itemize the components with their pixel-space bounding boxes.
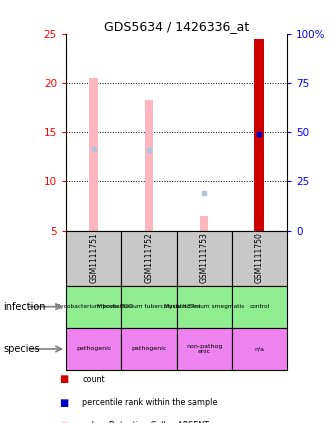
Text: pathogenic: pathogenic [76,346,111,352]
Bar [177,231,232,286]
Bar [121,328,177,370]
Bar [200,216,208,231]
Bar [254,39,264,231]
Text: Mycobacterium smegmatis: Mycobacterium smegmatis [164,304,244,309]
Text: count: count [82,375,105,384]
Bar [121,231,177,286]
Text: Mycobacterium tuberculosis H37ra: Mycobacterium tuberculosis H37ra [97,304,201,309]
Bar [66,286,121,328]
Text: non-pathog
enic: non-pathog enic [186,343,222,354]
Bar [145,100,153,231]
Title: GDS5634 / 1426336_at: GDS5634 / 1426336_at [104,20,249,33]
Text: Mycobacterium bovis BCG: Mycobacterium bovis BCG [55,304,132,309]
Text: value, Detection Call = ABSENT: value, Detection Call = ABSENT [82,421,210,423]
Text: GSM1111753: GSM1111753 [200,233,209,283]
Text: percentile rank within the sample: percentile rank within the sample [82,398,218,407]
Bar [232,286,287,328]
Bar [232,231,287,286]
Text: species: species [3,344,40,354]
Text: GSM1111751: GSM1111751 [89,233,98,283]
Bar [66,231,121,286]
Text: pathogenic: pathogenic [131,346,167,352]
Bar [232,328,287,370]
Bar [177,286,232,328]
Text: ■: ■ [59,421,69,423]
Text: ■: ■ [59,374,69,385]
Text: ■: ■ [59,398,69,408]
Text: infection: infection [3,302,46,312]
Text: n/a: n/a [254,346,264,352]
Text: GSM1111752: GSM1111752 [145,233,153,283]
Text: GSM1111750: GSM1111750 [255,233,264,283]
Bar [89,78,98,231]
Bar [121,286,177,328]
Text: control: control [249,304,270,309]
Bar [177,328,232,370]
Bar [66,328,121,370]
